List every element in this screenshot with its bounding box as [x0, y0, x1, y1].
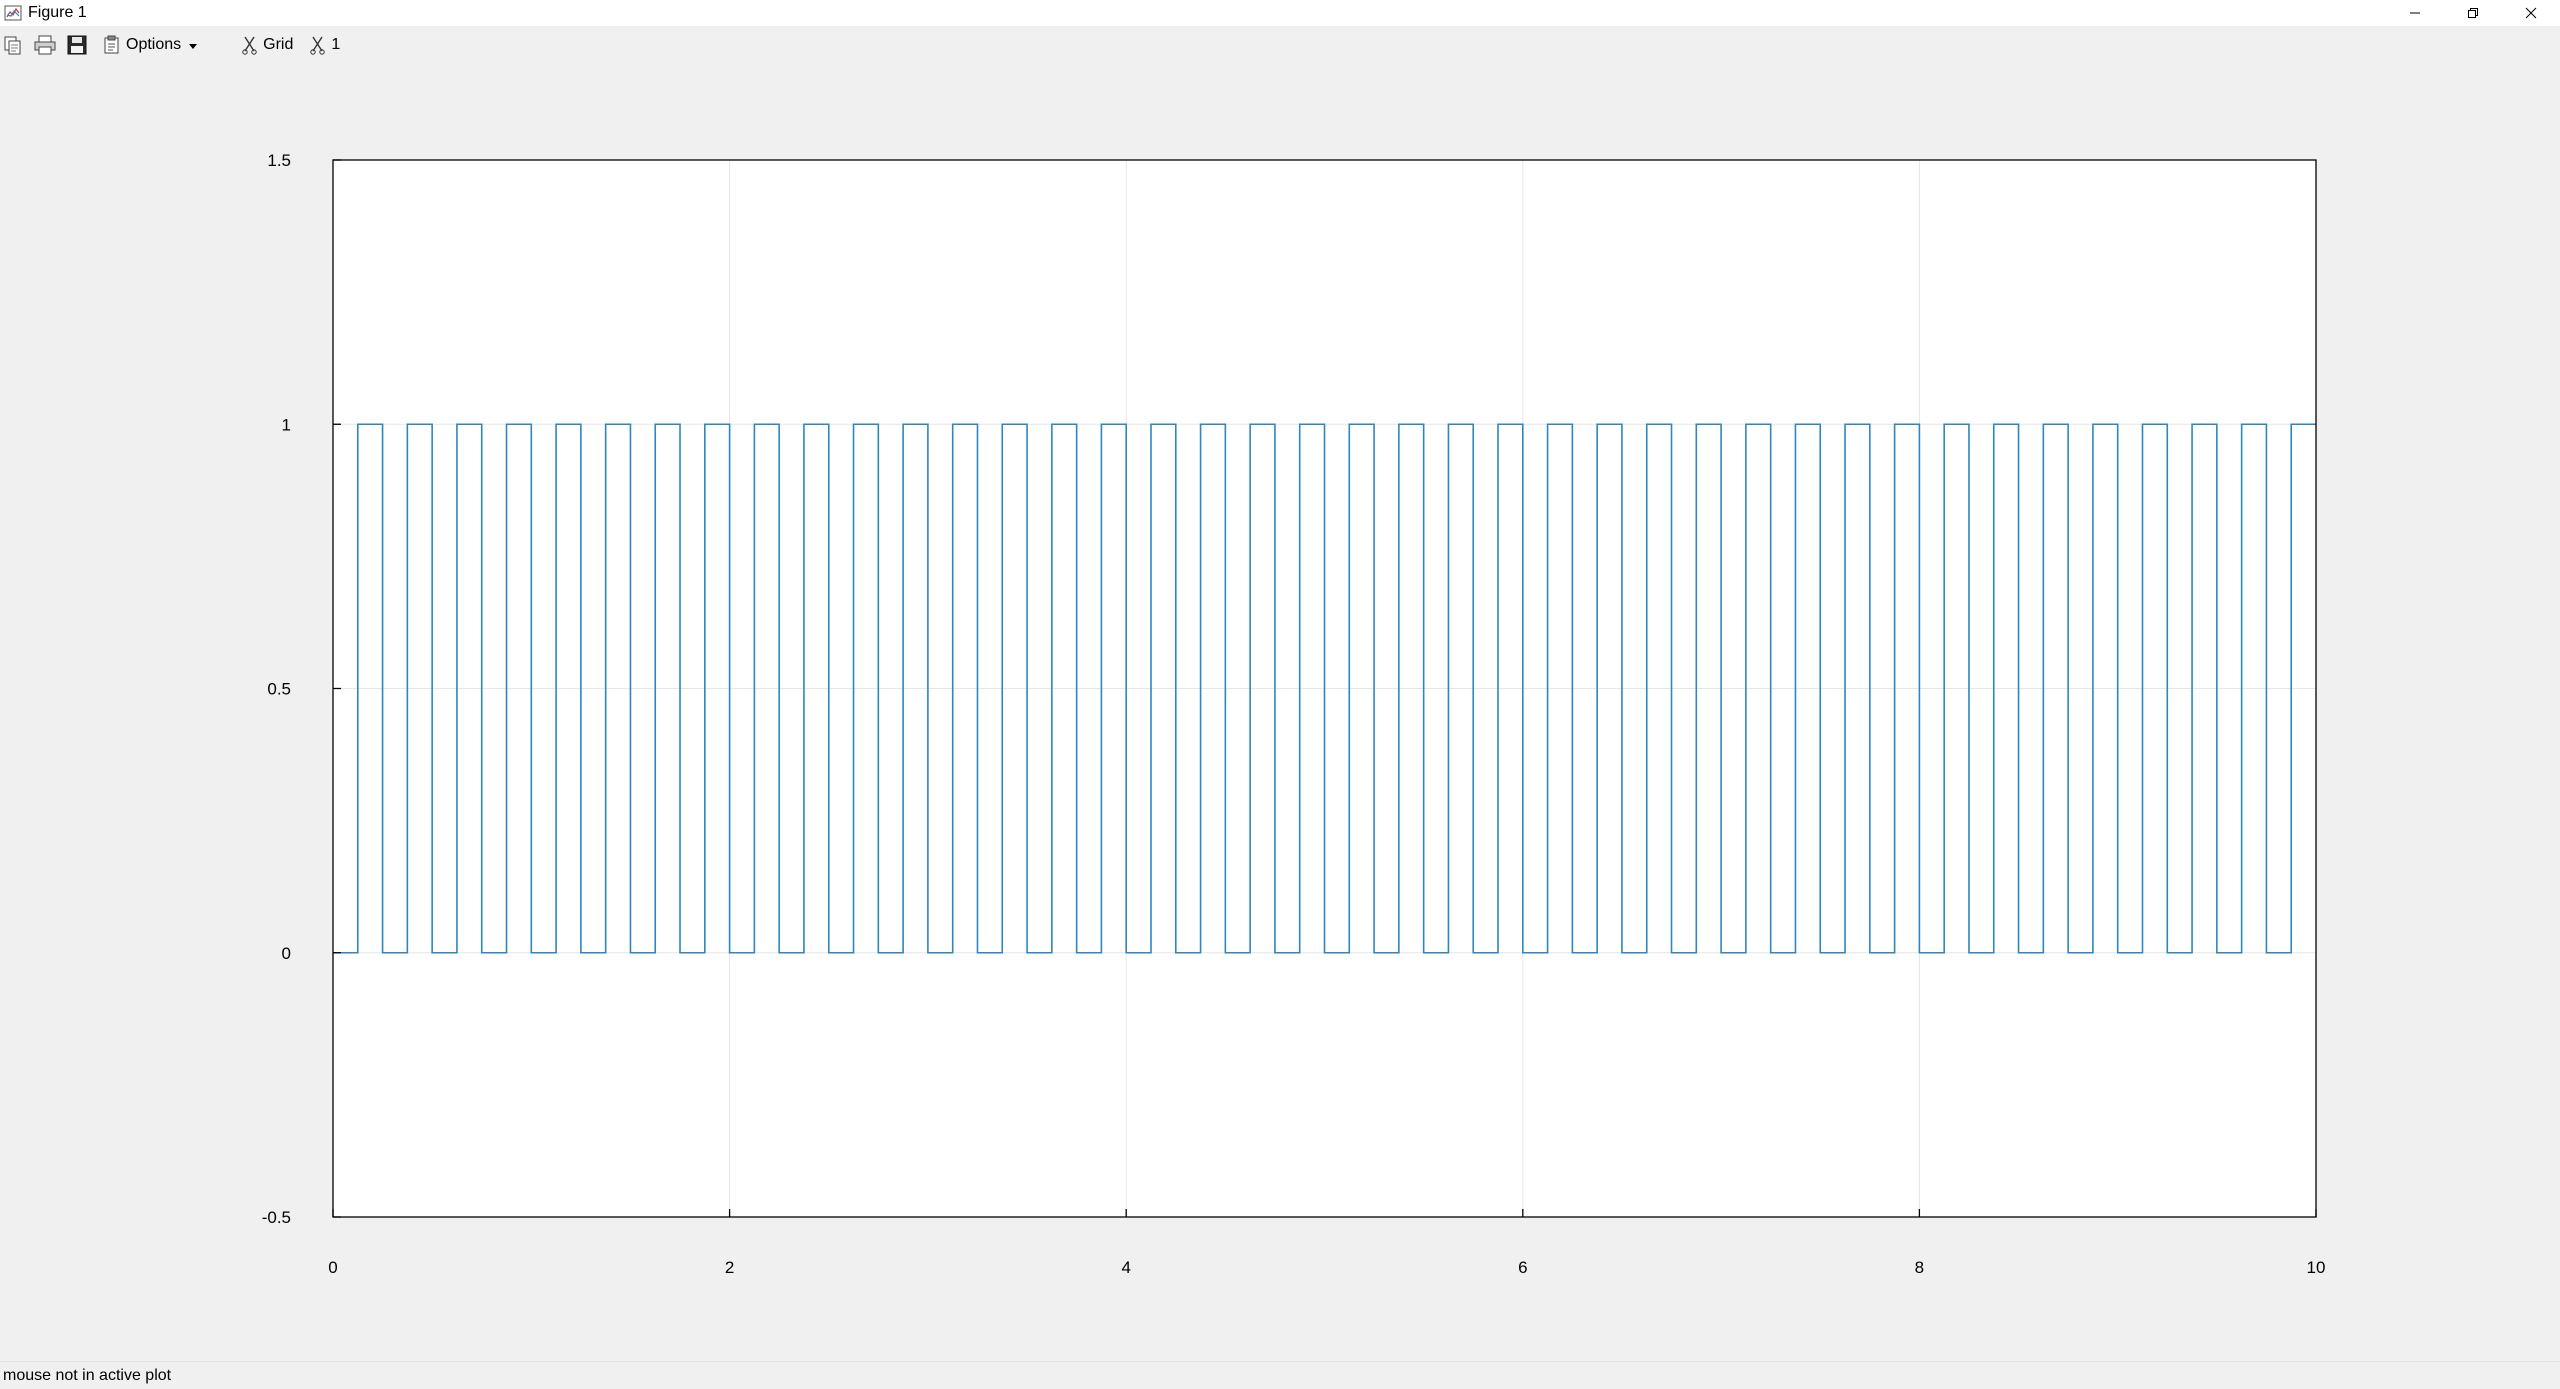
grid-label: Grid: [263, 36, 294, 53]
chevron-down-icon: [189, 43, 198, 49]
restore-button[interactable]: [2444, 0, 2502, 26]
close-button[interactable]: [2502, 0, 2560, 26]
copy-icon: [4, 36, 21, 55]
save-icon: [67, 35, 87, 55]
y-tick-label: 1.5: [267, 151, 291, 170]
y-tick-label: -0.5: [262, 1208, 291, 1227]
series-line: [333, 423, 2316, 954]
options-label: Options: [126, 36, 182, 53]
figure-toolbar: Options Grid 1: [0, 26, 2560, 64]
copy-button[interactable]: [0, 31, 28, 59]
title-bar[interactable]: Figure 1: [0, 0, 2560, 26]
plot-canvas[interactable]: 0 2 4 6 8 10 -0.5 0 0.5 1 1.5: [0, 64, 2560, 1360]
y-tick-label: 0.5: [267, 680, 291, 699]
axes-tool-icon: [310, 36, 326, 55]
close-icon: [2525, 7, 2537, 19]
save-button[interactable]: [62, 31, 92, 59]
grid-toggle-button[interactable]: Grid: [237, 31, 297, 59]
minimize-button[interactable]: [2386, 0, 2444, 26]
window-title: Figure 1: [28, 4, 87, 21]
x-tick-label: 2: [725, 1258, 734, 1277]
status-bar: mouse not in active plot: [0, 1361, 2560, 1389]
options-menu-button[interactable]: Options: [98, 31, 201, 59]
axis-number-label: 1: [331, 36, 341, 53]
minimize-icon: [2410, 12, 2420, 14]
figure-app-icon: [3, 3, 23, 23]
status-text: mouse not in active plot: [3, 1367, 172, 1384]
x-tick-label: 10: [2307, 1258, 2326, 1277]
x-tick-label: 0: [328, 1258, 337, 1277]
x-tick-label: 4: [1121, 1258, 1130, 1277]
axes-tool-icon: [242, 36, 257, 55]
x-tick-label: 8: [1915, 1258, 1924, 1277]
axis-toggle-button[interactable]: 1: [305, 31, 344, 59]
print-button[interactable]: [28, 31, 62, 59]
y-tick-label: 0: [282, 944, 291, 963]
x-tick-label: 6: [1518, 1258, 1527, 1277]
y-tick-label: 1: [282, 415, 291, 434]
options-icon: [104, 35, 119, 54]
restore-icon: [2468, 8, 2478, 18]
window-controls: [2386, 0, 2560, 26]
print-icon: [34, 35, 56, 55]
